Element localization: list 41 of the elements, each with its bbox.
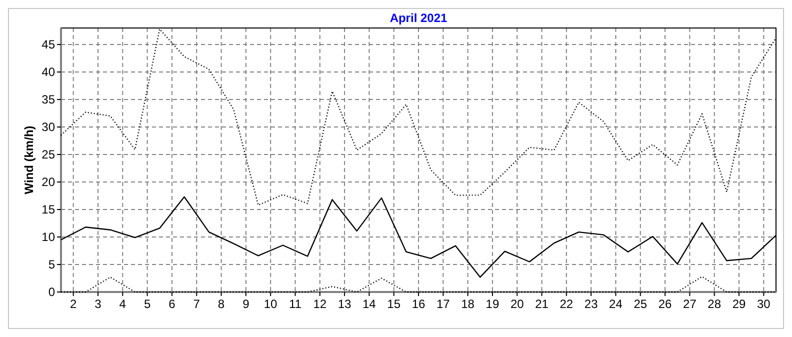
x-tick-label: 29 [732,297,746,311]
y-tick-label: 15 [42,202,56,216]
x-tick-label: 19 [486,297,500,311]
x-tick-label: 13 [338,297,352,311]
x-tick-label: 8 [218,297,225,311]
y-tick-label: 35 [42,92,56,106]
x-tick-label: 7 [193,297,200,311]
chart-title: April 2021 [390,11,448,25]
y-tick-label: 20 [42,175,56,189]
x-tick-label: 15 [387,297,401,311]
x-tick-label: 10 [264,297,278,311]
x-tick-label: 3 [94,297,102,311]
x-tick-label: 24 [609,297,623,311]
x-tick-label: 28 [708,297,722,311]
x-tick-label: 27 [683,297,697,311]
y-tick-label: 10 [42,230,56,244]
y-tick-label: 30 [42,120,56,134]
x-tick-label: 25 [634,297,648,311]
y-axis-title: Wind (km/h) [22,126,36,194]
x-tick-label: 12 [313,297,327,311]
y-tick-label: 0 [48,285,56,299]
x-tick-label: 17 [436,297,450,311]
y-tick-label: 5 [48,258,56,272]
x-tick-label: 16 [412,297,426,311]
x-tick-label: 11 [288,297,302,311]
y-tick-label: 45 [42,38,56,52]
x-tick-label: 22 [560,297,574,311]
x-tick-label: 30 [756,297,771,311]
x-tick-label: 4 [119,297,126,311]
x-tick-label: 20 [510,297,524,311]
x-tick-label: 9 [242,297,250,311]
x-tick-label: 14 [362,297,376,311]
x-tick-label: 6 [168,297,176,311]
y-tick-label: 25 [42,148,56,162]
x-tick-label: 26 [658,297,672,311]
x-tick-label: 18 [461,297,475,311]
x-tick-label: 2 [70,297,77,311]
x-tick-label: 5 [144,297,151,311]
y-tick-label: 40 [42,65,56,79]
x-tick-label: 23 [584,297,598,311]
x-tick-label: 21 [535,297,549,311]
